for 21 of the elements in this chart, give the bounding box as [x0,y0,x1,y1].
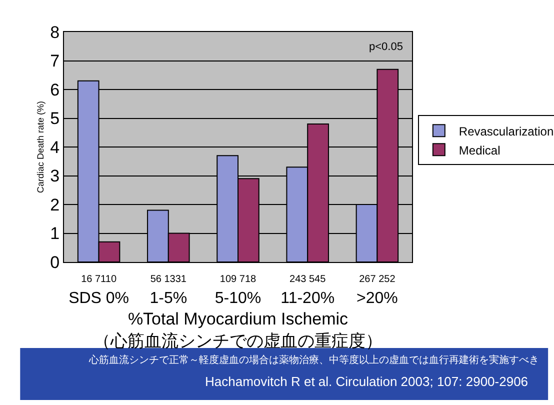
y-tick-label: 5 [50,109,60,128]
x-tick-label: 109 718 5-10% [214,274,262,307]
text: Hachamovitch R et al. Circulation 2003; 107: 2900-2906 [205,374,528,389]
y-tick-label: 6 [50,80,60,100]
x-tick-label: 16 7110 SDS 0% [68,274,130,307]
y-tick-label: 1 [50,224,60,244]
y-tick-label: 0 [50,252,60,272]
text: 心筋血流シンチで正常～軽度虚血の場合は薬物治療、中等度以上の虚血では血行再建術を実施すべき [88,354,539,366]
legend-label: Revascularization [458,124,554,138]
annotation: p<0.05 [369,41,403,53]
x-tick-label: 56 1331 1-5% [150,274,188,307]
x-tick-label: 243 545 11-20% [280,274,335,307]
y-tick-label: 4 [50,138,60,157]
y-axis-title: Cardiac Death rate (%) [35,100,46,194]
y-tick-label: 7 [50,52,60,71]
x-axis-title: %Total Myocardium Ischemic （心筋血流シンチでの虚血の重症度） [94,309,382,350]
y-tick-label: 3 [50,166,60,186]
y-tick-label: 8 [50,22,60,42]
x-tick-label: 267 252 >20% [356,274,398,307]
legend-label: Medical [458,143,500,158]
y-tick-label: 2 [50,195,60,214]
